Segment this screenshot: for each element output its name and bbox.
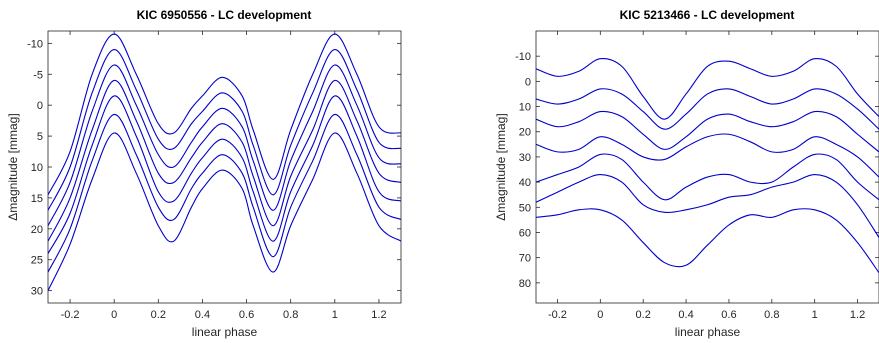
chart-2-x-axis-label: linear phase xyxy=(675,325,741,339)
chart-2-ytick-label: 80 xyxy=(519,278,531,290)
chart-2-plot-area xyxy=(535,30,879,304)
chart-2-xtick-label: 1.2 xyxy=(850,309,865,321)
chart-1-ytick-label: -10 xyxy=(27,38,43,50)
chart-2-xtick-label: -0.2 xyxy=(548,309,567,321)
chart-2-series-group xyxy=(536,57,879,274)
chart-2-series-line-7 xyxy=(536,208,879,274)
chart-1-xtick-label: 0.4 xyxy=(195,309,210,321)
chart-2-ytick-label: -10 xyxy=(515,51,531,63)
chart-2-ytick-label: 40 xyxy=(519,177,531,189)
chart-2-title: KIC 5213466 - LC development xyxy=(620,8,795,22)
chart-1-xtick-label: 0.8 xyxy=(283,309,298,321)
chart-2-xtick-label: 0.4 xyxy=(678,309,693,321)
chart-1-ytick-label: -5 xyxy=(33,69,43,81)
chart-2-series-line-1 xyxy=(536,57,879,120)
chart-1-xtick-label: 0.6 xyxy=(239,309,254,321)
chart-2-series-line-4 xyxy=(536,133,879,178)
chart-2-ytick-label: 70 xyxy=(519,253,531,265)
chart-1-ytick-label: 30 xyxy=(31,286,43,298)
chart-2-y-axis-label: Δmagnitude [mmag] xyxy=(494,113,508,220)
chart-1-y-axis-label: Δmagnitude [mmag] xyxy=(6,113,20,220)
chart-1-xtick-label: 0 xyxy=(111,309,117,321)
chart-1: -0.2 0 0.2 0.4 0.6 0.8 1 1.2 -10 -5 0 5 10 15 20 25 30 KI… xyxy=(6,8,402,339)
chart-1-xtick-label: 1 xyxy=(332,309,338,321)
chart-1-ytick-label: 0 xyxy=(37,100,43,112)
chart-1-series-line-1 xyxy=(48,33,401,196)
chart-2-series-line-5 xyxy=(536,153,879,201)
chart-2-ytick-label: 20 xyxy=(519,127,531,139)
chart-2-ytick-label: 50 xyxy=(519,202,531,214)
chart-1-ytick-label: 10 xyxy=(31,162,43,174)
chart-2-series-line-6 xyxy=(536,174,879,238)
chart-2-xtick-label: 1 xyxy=(812,309,818,321)
chart-1-xtick-label: 0.2 xyxy=(151,309,166,321)
chart-1-series-line-4 xyxy=(48,79,401,242)
chart-2-series-line-2 xyxy=(536,88,879,130)
chart-1-series-line-2 xyxy=(48,48,401,211)
chart-1-x-axis-label: linear phase xyxy=(192,325,258,339)
chart-1-ytick-label: 15 xyxy=(31,193,43,205)
chart-2-xtick-label: 0.2 xyxy=(636,309,651,321)
chart-1-series-group xyxy=(48,33,401,291)
chart-2-xtick-label: 0.8 xyxy=(764,309,779,321)
chart-2-ytick-label: 30 xyxy=(519,152,531,164)
chart-2-ytick-label: 0 xyxy=(525,76,531,88)
chart-2-ytick-label: 10 xyxy=(519,102,531,114)
chart-1-ytick-label: 20 xyxy=(31,224,43,236)
chart-1-title: KIC 6950556 - LC development xyxy=(137,8,312,22)
chart-1-ytick-label: 25 xyxy=(31,255,43,267)
chart-2-series-line-3 xyxy=(536,110,879,153)
chart-1-series-line-7 xyxy=(48,132,401,291)
chart-1-xtick-label: -0.2 xyxy=(61,309,80,321)
chart-1-xtick-label: 1.2 xyxy=(371,309,386,321)
chart-1-series-line-3 xyxy=(48,64,401,226)
chart-1-series-line-5 xyxy=(48,95,401,254)
chart-2-xtick-label: 0.6 xyxy=(721,309,736,321)
chart-2-ytick-label: 60 xyxy=(519,227,531,239)
chart-1-plot-area xyxy=(47,30,402,304)
chart-1-ytick-label: 5 xyxy=(37,131,43,143)
chart-2: -0.2 0 0.2 0.4 0.6 0.8 1 1.2 -10 0 10 20 30 40 50 60 70 8… xyxy=(494,8,879,339)
chart-2-xtick-label: 0 xyxy=(597,309,603,321)
chart-1-series-line-6 xyxy=(48,113,401,273)
